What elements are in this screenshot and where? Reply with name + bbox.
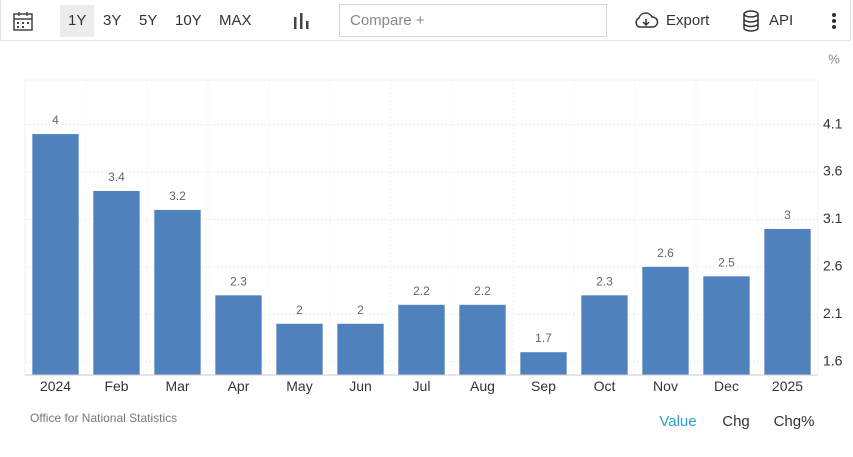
bar	[154, 209, 201, 375]
view-toggle[interactable]: Chg%	[774, 413, 815, 430]
value-label: 2.5	[718, 255, 735, 269]
value-label: 1.7	[535, 331, 552, 345]
calendar-icon[interactable]	[12, 10, 34, 32]
range-button[interactable]: MAX	[219, 12, 252, 29]
bar	[520, 352, 567, 375]
x-tick-label: Jun	[349, 378, 372, 394]
y-tick-label: 1.6	[823, 352, 843, 368]
range-button[interactable]: 3Y	[103, 12, 122, 29]
value-label: 3.4	[108, 170, 125, 184]
value-label: 2	[296, 303, 303, 317]
bar	[581, 295, 628, 375]
value-label: 2.3	[596, 274, 613, 288]
bar	[764, 228, 811, 375]
bar	[459, 304, 506, 375]
value-label: 3.2	[169, 189, 186, 203]
more-menu[interactable]	[829, 12, 839, 30]
x-tick-label: Mar	[165, 378, 189, 394]
chart-type-icon[interactable]	[291, 11, 311, 31]
bar	[642, 266, 689, 375]
value-label: 4	[52, 113, 59, 127]
y-tick-label: 2.6	[823, 258, 843, 274]
x-tick-label: 2025	[772, 378, 803, 394]
x-tick-label: Dec	[714, 378, 739, 394]
y-tick-label: 3.1	[823, 210, 843, 226]
range-button[interactable]: 1Y	[60, 5, 95, 37]
y-tick-label: 4.1	[823, 115, 843, 131]
x-tick-label: Sep	[531, 378, 556, 394]
value-label: 2.2	[474, 284, 491, 298]
x-tick-label: 2024	[40, 378, 71, 394]
api-button[interactable]: API	[769, 12, 794, 29]
x-tick-label: Apr	[228, 378, 250, 394]
x-tick-label: Oct	[594, 378, 616, 394]
bar	[337, 323, 384, 375]
bar	[398, 304, 445, 375]
value-label: 2.3	[230, 274, 247, 288]
view-toggle[interactable]: Value	[659, 413, 696, 430]
y-unit: %	[828, 51, 840, 66]
bar	[276, 323, 323, 375]
bar	[93, 190, 140, 375]
source: Office for National Statistics	[30, 411, 177, 425]
view-toggle[interactable]: Chg	[722, 413, 750, 430]
export-button[interactable]: Export	[666, 12, 710, 29]
y-tick-label: 2.1	[823, 305, 843, 321]
export-icon[interactable]	[633, 10, 659, 32]
value-label: 2.6	[657, 246, 674, 260]
x-tick-label: Aug	[470, 378, 495, 394]
value-label: 2.2	[413, 284, 430, 298]
x-tick-label: May	[286, 378, 312, 394]
bar	[215, 295, 262, 375]
y-tick-label: 3.6	[823, 163, 843, 179]
bar	[32, 134, 79, 375]
value-label: 2	[357, 303, 364, 317]
toolbar: 1Y 3Y 5Y 10Y MAX Compare + Export API	[0, 0, 851, 41]
api-icon[interactable]	[741, 9, 761, 33]
x-tick-label: Feb	[104, 378, 128, 394]
range-button[interactable]: 5Y	[139, 12, 158, 29]
x-tick-label: Nov	[653, 378, 678, 394]
bar	[703, 276, 750, 375]
compare-input[interactable]: Compare +	[339, 4, 607, 37]
x-tick-label: Jul	[413, 378, 431, 394]
value-label: 3	[784, 208, 791, 222]
range-button[interactable]: 10Y	[175, 12, 202, 29]
